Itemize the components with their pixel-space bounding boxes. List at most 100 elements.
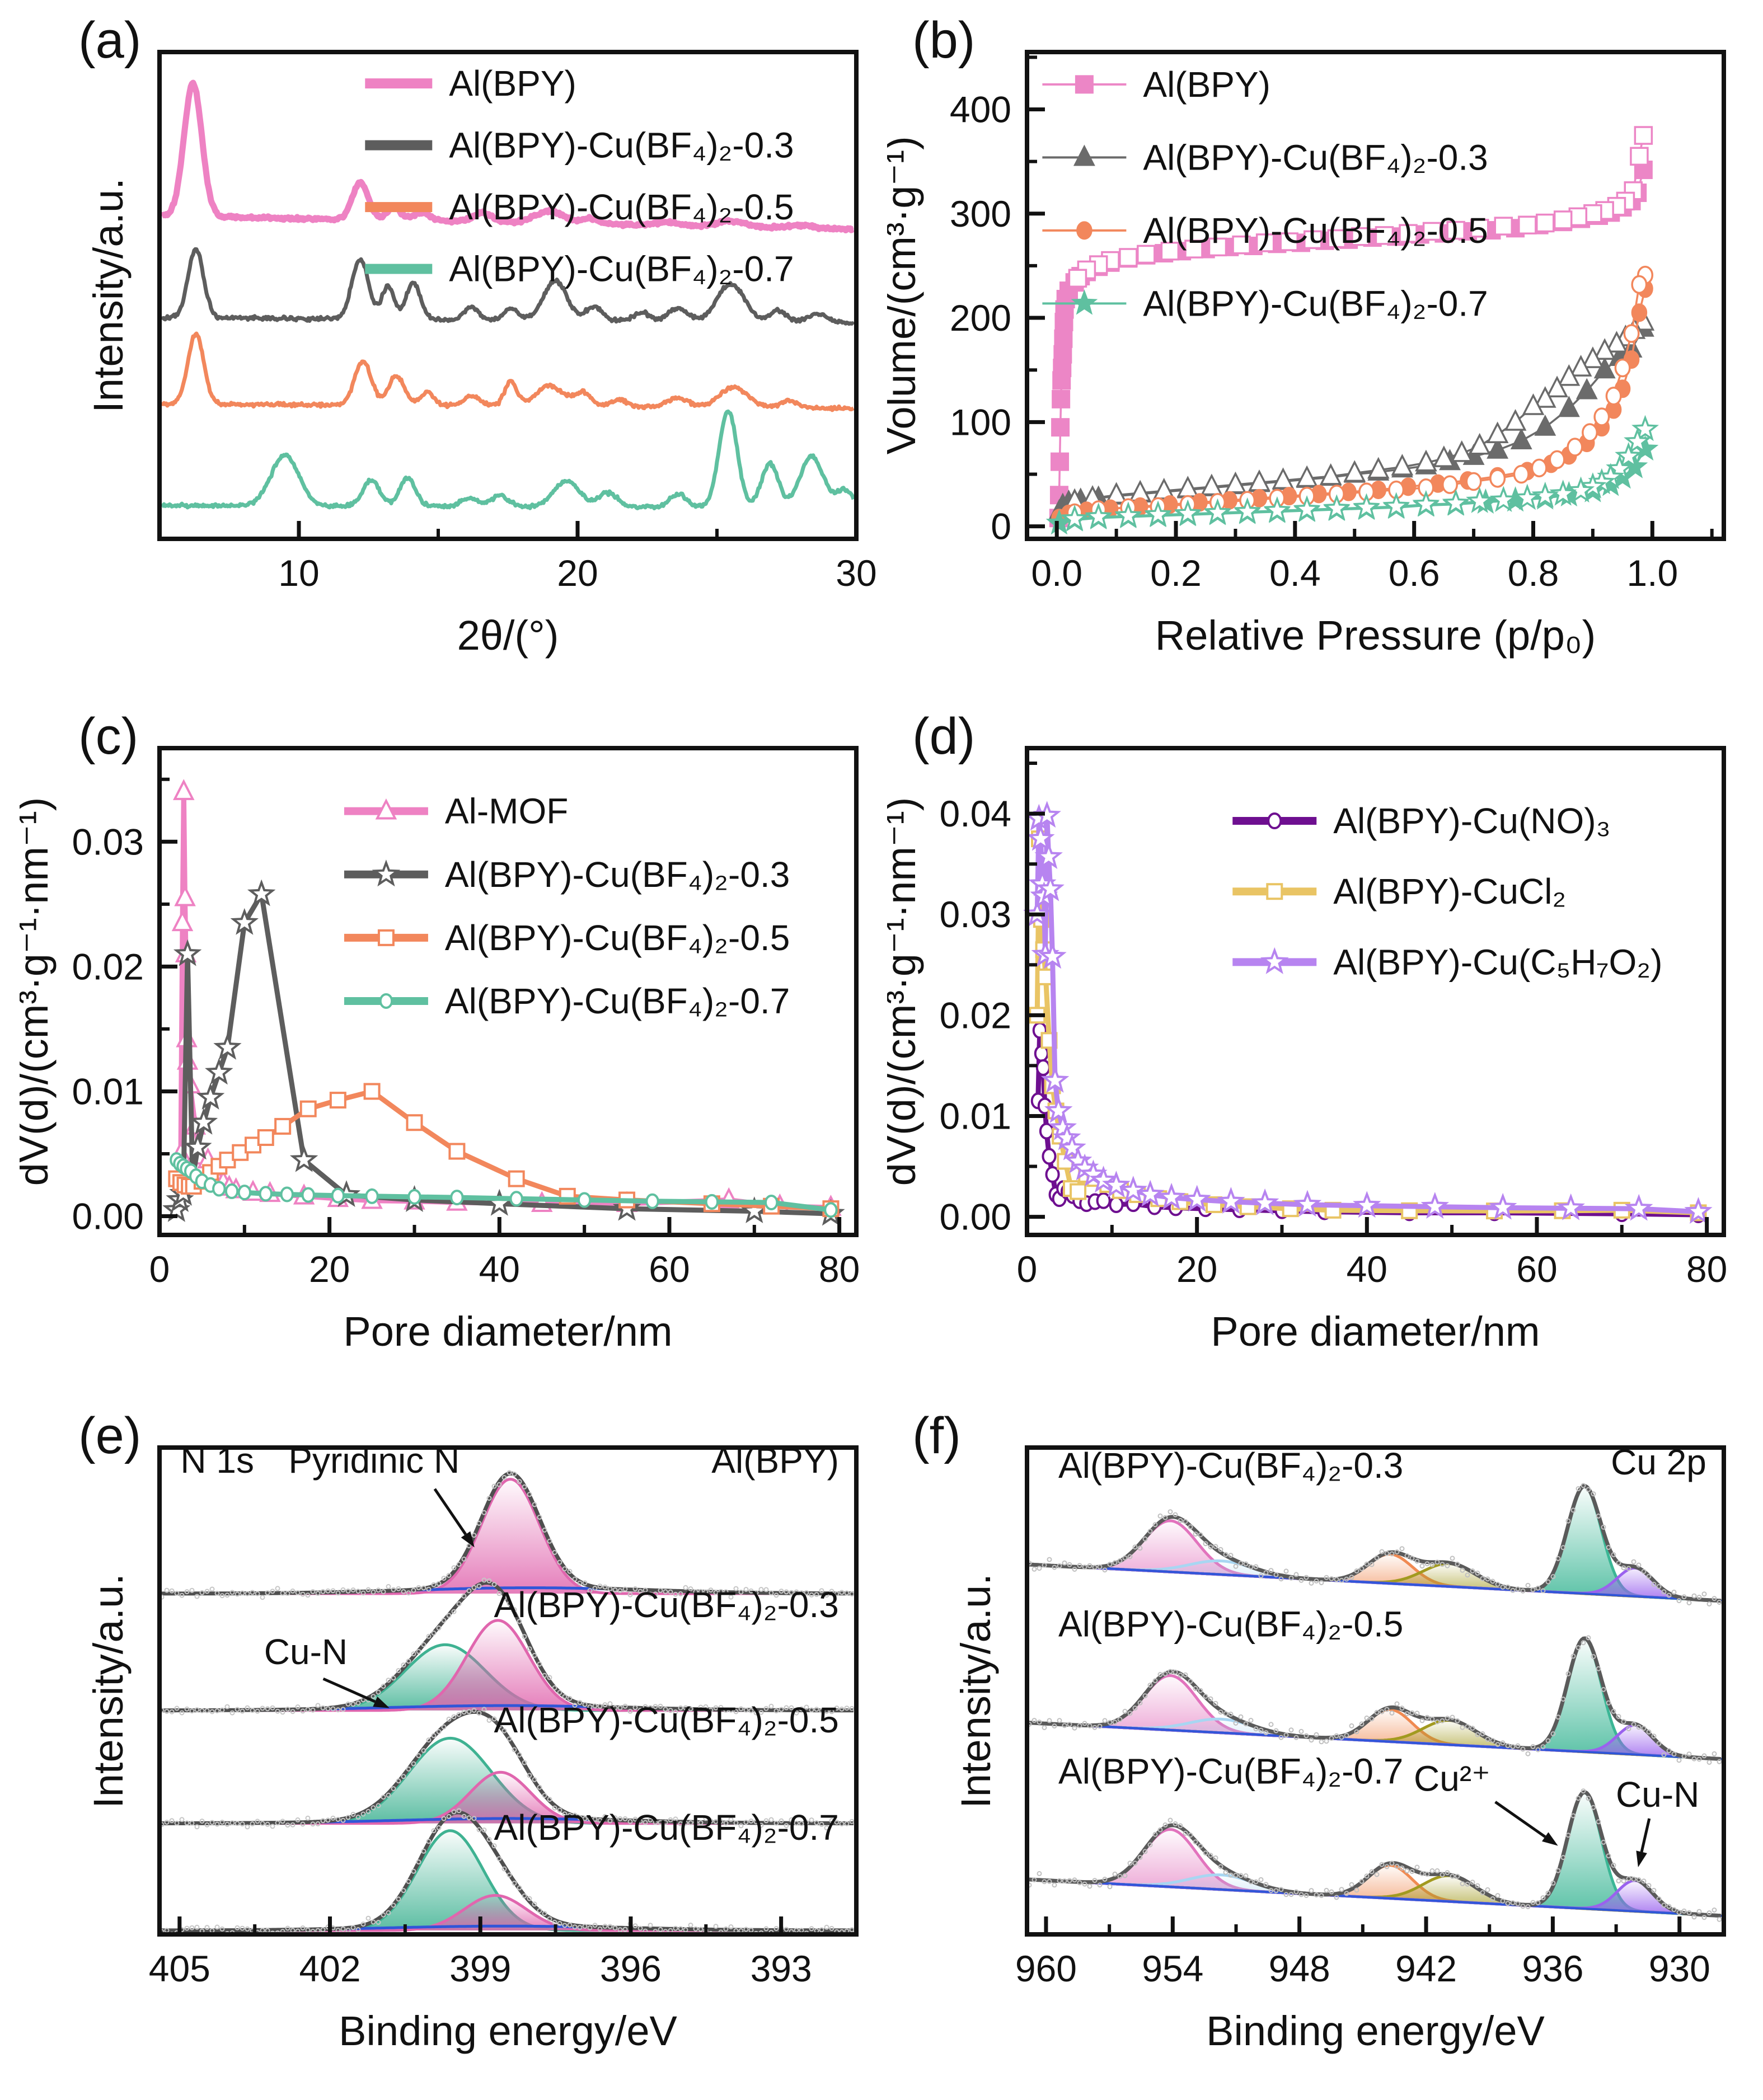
marker-square: [257, 1129, 274, 1146]
panel-d-letter: (d): [912, 708, 976, 765]
marker-star: [1579, 472, 1607, 499]
panel-c: (c) 0 20 40 60 80 0.00 0.01 0.02 0.03 Pore diamet…: [20, 706, 876, 1392]
marker-star: [1684, 1197, 1713, 1224]
marker-circle: [1109, 1196, 1124, 1213]
marker-triangle: [1343, 460, 1366, 482]
panel-b-chart: 0.0 0.2 0.4 0.6 0.8 1.0 0 100 200 300 400 Relative …: [887, 50, 1726, 659]
marker-triangle: [1576, 378, 1598, 400]
marker-square: [1137, 245, 1156, 264]
marker-circle: [237, 1185, 252, 1201]
marker-circle: [331, 1187, 345, 1204]
marker-circle: [1039, 1122, 1054, 1140]
marker-square: [1075, 75, 1094, 94]
xps-trace-f-2: Al(BPY)-Cu(BF₄)₂-0.7: [1026, 1751, 1722, 1922]
marker-circle: [1465, 472, 1482, 491]
legend-label: Al(BPY): [1143, 64, 1270, 105]
xtick-f: 936: [1522, 1948, 1583, 1989]
legend-swatch: [365, 140, 433, 151]
marker-square: [363, 1083, 381, 1100]
axes-e: 405 402 399 396 393 Binding energy/eV Intensit…: [85, 1445, 859, 2054]
axes-f: 960 954 948 942 936 930 Binding energy/eV Inten…: [953, 1445, 1726, 2054]
marker-star: [1034, 842, 1063, 870]
ytick-d: 0.02: [940, 994, 1011, 1036]
marker-star: [1466, 487, 1494, 513]
marker-triangle: [1272, 467, 1295, 490]
ytick-b: 200: [950, 297, 1011, 339]
marker-circle: [1513, 464, 1530, 484]
marker-star: [1353, 1191, 1381, 1218]
marker-star: [1556, 1193, 1585, 1220]
marker-star: [1038, 942, 1067, 969]
marker-star: [213, 1032, 242, 1060]
xrd-trace-0: [160, 79, 856, 233]
marker-star: [1624, 427, 1652, 454]
marker-star: [1040, 1065, 1070, 1093]
panel-f: (f) Al(BPY)-Cu(BF₄)₂-0.3 Al(BPY)-Cu(BF₄)₂…: [887, 1406, 1743, 2091]
panel-e-letter: (e): [78, 1407, 142, 1464]
legend-label: Al(BPY)-Cu(BF₄)₂-0.3: [1143, 137, 1488, 177]
marker-circle: [1605, 387, 1622, 406]
legend-c: Al-MOF Al(BPY)-Cu(BF₄)₂-0.3 Al(BPY)-Cu(BF₄…: [344, 791, 790, 1021]
marker-square: [1375, 226, 1394, 245]
legend-swatch: [365, 202, 433, 213]
legend-swatch: [365, 264, 433, 274]
xtick-b: 0.6: [1389, 552, 1440, 594]
marker-star: [1263, 496, 1291, 523]
xtick-f: 960: [1015, 1948, 1077, 1989]
panel-d-chart: 0 20 40 60 80 0.00 0.01 0.02 0.03 0.04 Pore diamet…: [887, 746, 1727, 1355]
ytick-c: 0.03: [72, 821, 144, 862]
xps-trace-e-2: Al(BPY)-Cu(BF₄)₂-0.5: [159, 1700, 855, 1831]
marker-star: [1513, 483, 1541, 510]
marker-circle: [1035, 1059, 1051, 1076]
marker-triangle: [1593, 338, 1616, 360]
ytick-c: 0.02: [72, 946, 144, 987]
xps-trace-e-0: Al(BPY): [159, 1440, 855, 1600]
marker-star: [485, 1188, 514, 1216]
marker-star: [1353, 493, 1381, 519]
marker-star: [1624, 1194, 1653, 1221]
marker-square: [1232, 235, 1251, 255]
axes-d: 0 20 40 60 80 0.00 0.01 0.02 0.03 0.04 Pore diamet…: [887, 746, 1727, 1355]
marker-circle: [1042, 1148, 1057, 1165]
xtick-c: 40: [479, 1248, 520, 1290]
marker-triangle: [1558, 364, 1581, 386]
xps-trace-f-1: Al(BPY)-Cu(BF₄)₂-0.5: [1026, 1604, 1722, 1765]
legend-b: Al(BPY) Al(BPY)-Cu(BF₄)₂-0.3 Al(BPY)-Cu(BF…: [1042, 64, 1488, 323]
marker-star: [1048, 1113, 1077, 1140]
marker-square: [1068, 269, 1087, 288]
marker-triangle: [1296, 465, 1318, 487]
marker-circle: [577, 1192, 592, 1208]
ylabel-a: Intensity/a.u.: [85, 178, 132, 413]
marker-star: [1102, 1171, 1131, 1198]
marker-circle: [509, 1191, 523, 1207]
marker-square: [329, 1092, 346, 1109]
marker-circle: [1045, 1166, 1060, 1183]
marker-star: [1293, 495, 1321, 522]
marker-square: [1279, 232, 1298, 251]
marker-circle: [379, 993, 393, 1009]
marker-circle: [224, 1183, 239, 1199]
marker-triangle: [1073, 144, 1095, 166]
legend-label: Al(BPY)-Cu(BF₄)₂-0.5: [449, 187, 794, 227]
marker-triangle: [1367, 457, 1390, 479]
xtick-b: 1.0: [1626, 552, 1678, 594]
xtick-d: 40: [1347, 1248, 1387, 1290]
legend-label: Al(BPY)-Cu(NO)₃: [1333, 801, 1610, 841]
marker-square: [377, 929, 395, 946]
marker-star: [196, 1083, 225, 1110]
marker-star: [1203, 498, 1232, 525]
ytick-d: 0.04: [940, 793, 1011, 834]
marker-square: [299, 1100, 317, 1117]
marker-square: [406, 1114, 423, 1131]
marker-square: [1304, 230, 1323, 250]
xtick-d: 80: [1686, 1248, 1727, 1290]
trace-label-e-1: Al(BPY)-Cu(BF₄)₂-0.3: [494, 1585, 839, 1625]
xlabel-d: Pore diameter/nm: [1211, 1308, 1540, 1355]
legend-label: Al(BPY)-Cu(BF₄)₂-0.3: [445, 854, 790, 895]
marker-star: [1567, 476, 1595, 503]
legend-a: Al(BPY) Al(BPY)-Cu(BF₄)₂-0.3 Al(BPY)-Cu(BF…: [365, 63, 794, 289]
marker-triangle: [1546, 375, 1568, 398]
marker-triangle: [1415, 449, 1437, 472]
xps-trace-e-3: Al(BPY)-Cu(BF₄)₂-0.7: [159, 1807, 855, 1937]
marker-triangle: [1522, 393, 1545, 415]
